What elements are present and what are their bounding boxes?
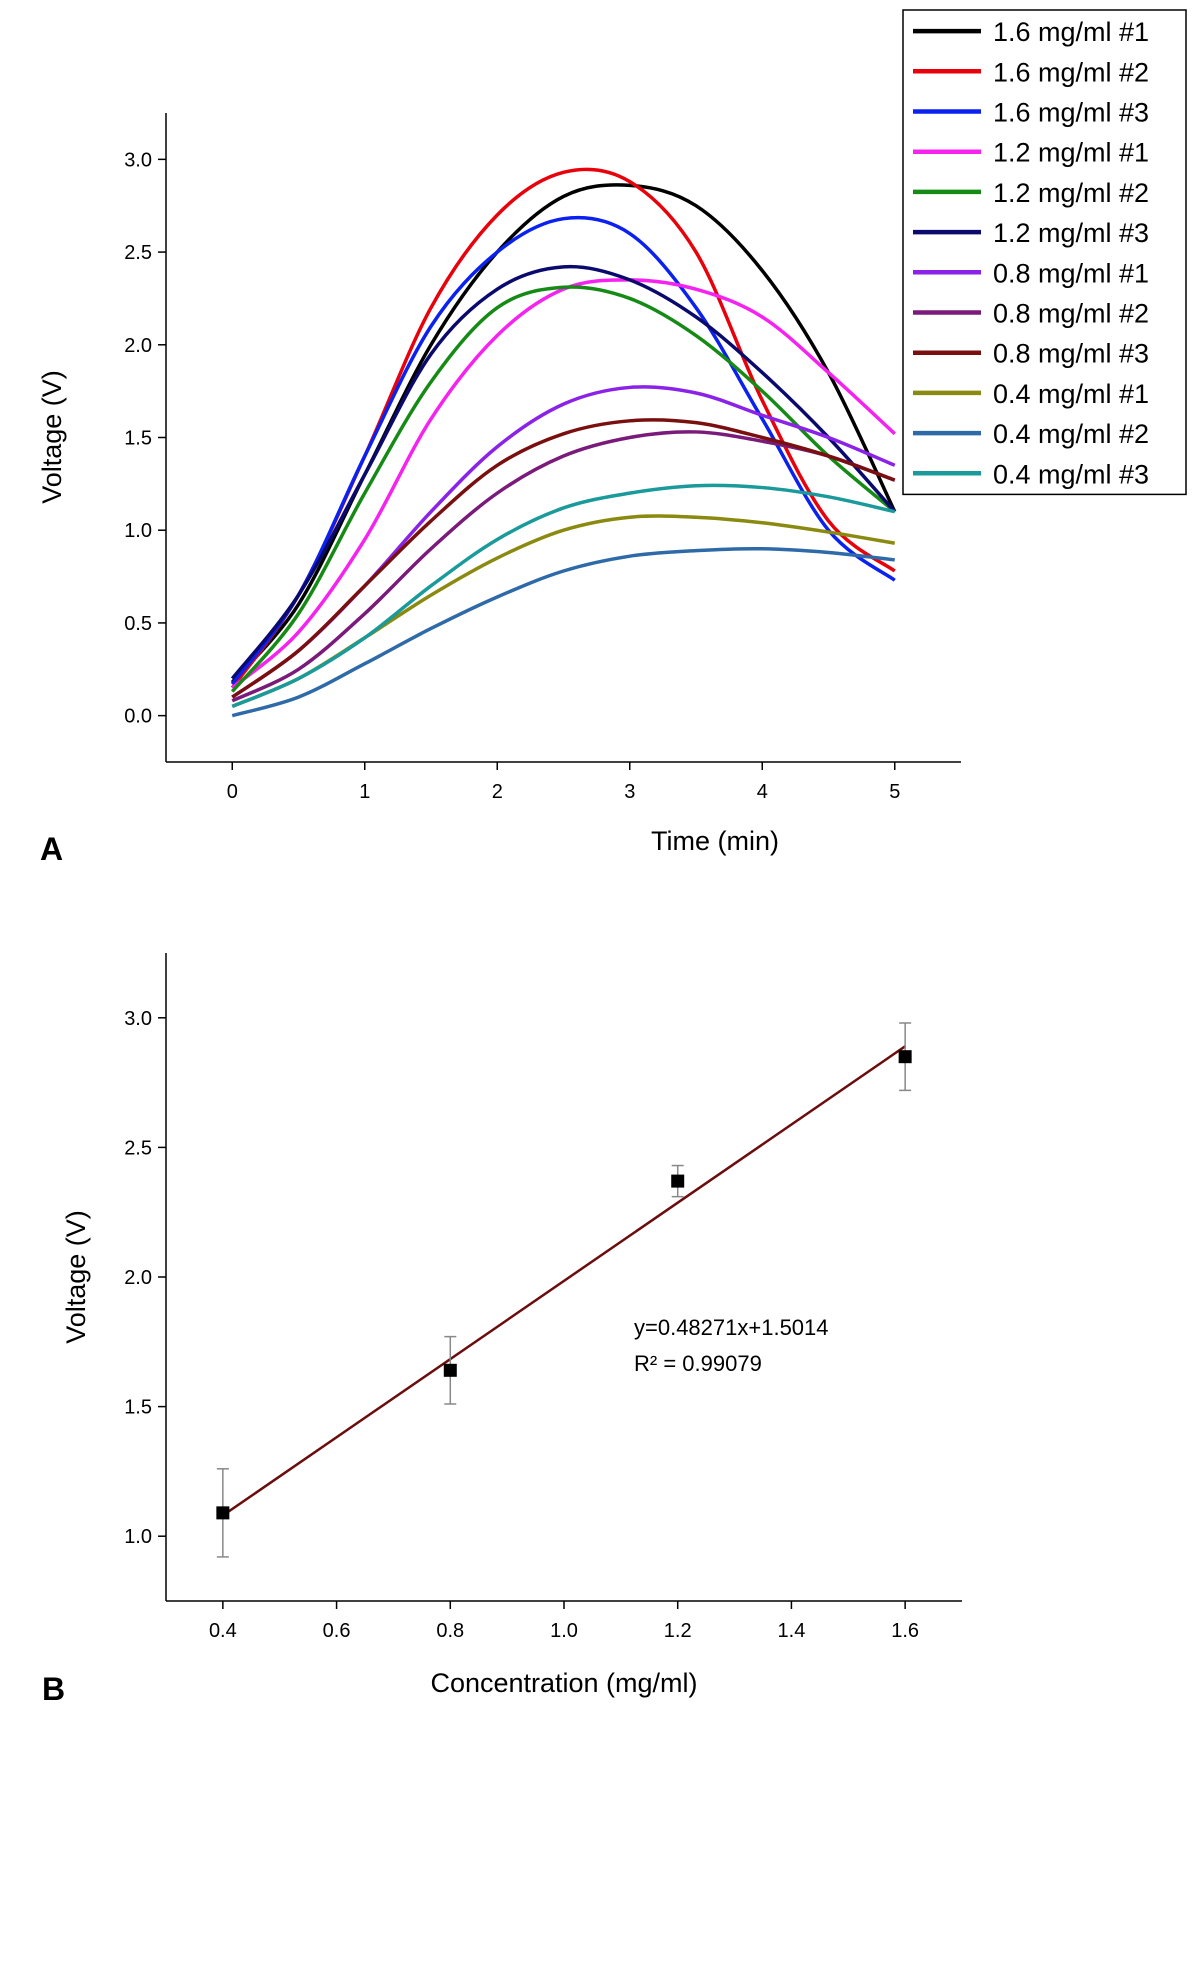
- series-line: [230, 183, 897, 684]
- y-tick-label: 0.0: [124, 706, 152, 728]
- series-line: [230, 264, 897, 680]
- legend-text: 1.2 mg/ml #3: [993, 218, 1149, 248]
- legend-text: 0.4 mg/ml #2: [993, 419, 1149, 449]
- legend-text: 1.6 mg/ml #2: [993, 57, 1149, 87]
- y-axis-title: Voltage (V): [37, 370, 67, 504]
- legend-text: 1.6 mg/ml #1: [993, 17, 1149, 47]
- series-line: [230, 215, 896, 686]
- y-tick-label: 1.0: [124, 1526, 152, 1548]
- fit-line: [222, 1045, 906, 1517]
- y-axis-title: Voltage (V): [61, 1210, 91, 1344]
- legend-text: 1.6 mg/ml #3: [993, 98, 1149, 128]
- x-tick-label: 1.6: [891, 1620, 919, 1642]
- y-tick-label: 1.5: [124, 1397, 152, 1419]
- x-tick-label: 0: [227, 781, 238, 803]
- legend-text: 0.4 mg/ml #1: [993, 379, 1149, 409]
- y-tick-label: 1.5: [124, 428, 152, 450]
- legend-text: 0.8 mg/ml #3: [993, 339, 1149, 369]
- legend-text: 1.2 mg/ml #1: [993, 138, 1149, 168]
- data-point: [216, 1506, 230, 1520]
- y-tick-label: 2.5: [124, 1137, 152, 1159]
- series-line: [231, 418, 896, 699]
- x-tick-label: 0.6: [323, 1620, 351, 1642]
- series-line: [231, 278, 896, 690]
- y-tick-label: 3.0: [124, 1008, 152, 1030]
- x-tick-label: 1.0: [550, 1620, 578, 1642]
- y-tick-label: 2.5: [124, 242, 152, 264]
- y-tick-label: 2.0: [124, 1267, 152, 1289]
- y-tick-label: 3.0: [124, 149, 152, 171]
- series-line: [230, 285, 896, 693]
- x-tick-label: 0.8: [436, 1620, 464, 1642]
- legend: 1.6 mg/ml #1 1.6 mg/ml #2 1.6 mg/ml #3 1.2 …: [902, 9, 1187, 496]
- annotation: R² = 0.99079: [634, 1351, 762, 1376]
- y-tick-label: 0.5: [124, 613, 152, 635]
- data-point: [671, 1174, 685, 1188]
- y-tick-label: 2.0: [124, 335, 152, 357]
- series-line: [231, 483, 896, 708]
- x-tick-label: 1.2: [664, 1620, 692, 1642]
- x-tick-label: 3: [624, 781, 635, 803]
- legend-text: 1.2 mg/ml #2: [993, 178, 1149, 208]
- x-axis-title: Concentration (mg/ml): [430, 1668, 697, 1698]
- x-tick-label: 5: [889, 781, 900, 803]
- series-line: [230, 167, 896, 689]
- legend-text: 0.8 mg/ml #2: [993, 299, 1149, 329]
- panel-label: A: [40, 831, 63, 867]
- legend-text: 0.4 mg/ml #3: [993, 459, 1149, 489]
- x-tick-label: 1.4: [778, 1620, 806, 1642]
- x-axis-title: Time (min): [651, 826, 779, 856]
- x-tick-label: 2: [492, 781, 503, 803]
- panel-label: B: [42, 1671, 65, 1707]
- x-tick-label: 1: [359, 781, 370, 803]
- legend-text: 0.8 mg/ml #1: [993, 258, 1149, 288]
- x-tick-label: 0.4: [209, 1620, 237, 1642]
- data-point: [898, 1050, 912, 1064]
- y-tick-label: 1.0: [124, 520, 152, 542]
- legend-box: [902, 9, 1187, 496]
- data-point: [443, 1363, 457, 1377]
- annotation: y=0.48271x+1.5014: [634, 1315, 829, 1340]
- x-tick-label: 4: [757, 781, 768, 803]
- series-line: [231, 430, 896, 703]
- series-line: [231, 546, 895, 718]
